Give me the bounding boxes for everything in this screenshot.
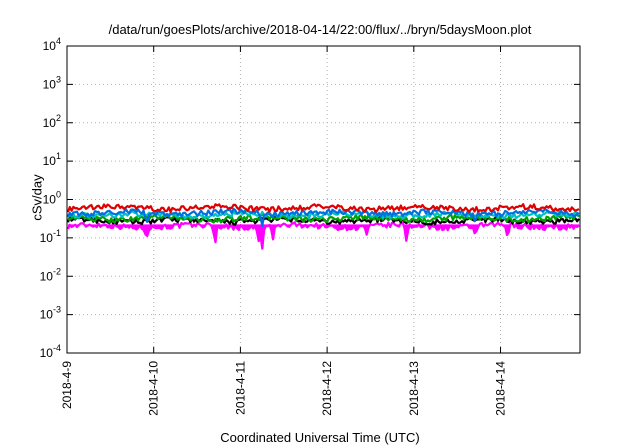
y-tick-label: 103 [43, 74, 61, 91]
series-line [66, 221, 580, 250]
y-tick-label: 100 [43, 190, 61, 207]
y-tick-label: 10-2 [40, 266, 61, 283]
y-tick-label: 104 [43, 36, 61, 53]
chart-title: /data/run/goesPlots/archive/2018-04-14/2… [108, 22, 532, 37]
y-tick-label: 10-3 [40, 305, 61, 322]
x-tick-label: 2018-4-13 [407, 361, 421, 416]
y-tick-label: 102 [43, 113, 61, 130]
series-line [67, 213, 580, 224]
series-fill [68, 222, 579, 249]
x-tick-label: 2018-4-11 [233, 361, 247, 415]
x-tick-label: 2018-4-9 [60, 361, 74, 409]
x-tick-label: 2018-4-14 [494, 361, 508, 416]
y-tick-label: 10-4 [40, 343, 61, 360]
series-line [67, 207, 580, 227]
x-tick-label: 2018-4-12 [320, 361, 334, 416]
x-axis-label: Coordinated Universal Time (UTC) [220, 430, 420, 445]
series-line [66, 203, 580, 213]
x-tick-label: 2018-4-10 [147, 361, 161, 416]
y-tick-label: 10-1 [40, 228, 61, 245]
y-axis-label: cSv/day [29, 174, 45, 221]
y-tick-label: 101 [43, 151, 61, 168]
